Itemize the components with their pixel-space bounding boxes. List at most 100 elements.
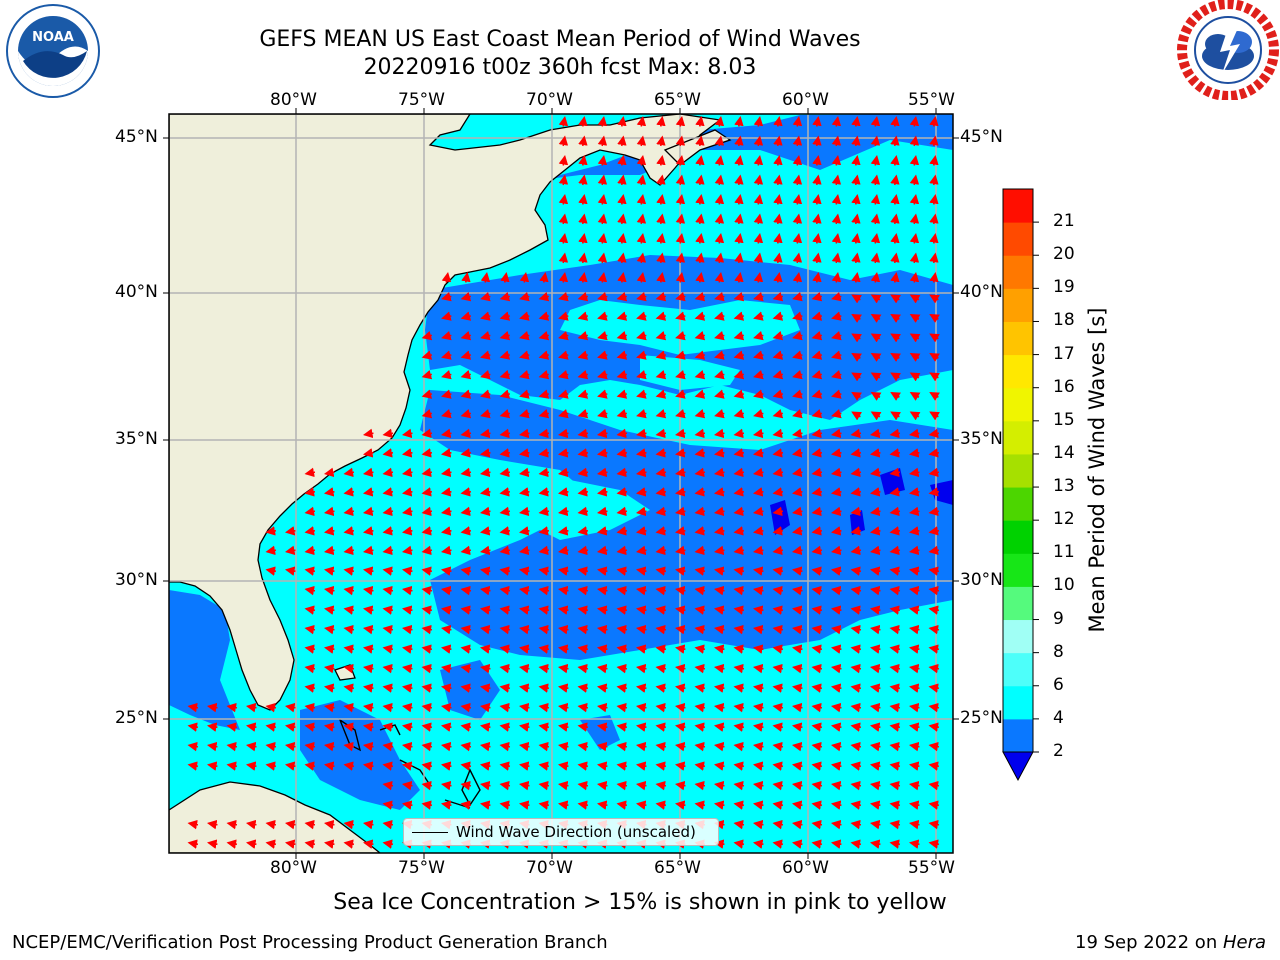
wind-wave-arrow: [752, 780, 764, 791]
colorbar-tick-label: 8: [1053, 641, 1064, 662]
wind-wave-arrow: [929, 313, 940, 323]
wind-wave-arrow: [421, 780, 433, 791]
wind-wave-arrow: [831, 213, 842, 225]
wind-wave-arrow: [597, 369, 608, 380]
wind-wave-arrow: [499, 389, 511, 399]
wind-wave-arrow: [851, 372, 862, 382]
wind-wave-arrow: [713, 644, 725, 654]
wind-wave-arrow: [812, 135, 822, 147]
wind-wave-arrow: [265, 545, 277, 556]
wind-wave-arrow: [830, 683, 842, 693]
wind-wave-arrow: [284, 545, 296, 556]
colorbar-tick-label: 11: [1053, 542, 1075, 563]
wind-wave-arrow: [557, 800, 569, 810]
wind-wave-arrow: [792, 350, 803, 360]
wind-wave-arrow: [597, 174, 608, 186]
wind-wave-arrow: [421, 702, 433, 713]
wind-wave-arrow: [928, 644, 940, 654]
wind-wave-arrow: [538, 644, 550, 654]
wind-wave-arrow: [616, 369, 628, 380]
wind-wave-arrow: [518, 624, 530, 635]
wind-wave-arrow: [323, 702, 335, 713]
wind-wave-arrow: [440, 566, 452, 576]
wind-wave-arrow: [792, 330, 803, 341]
wind-wave-arrow: [889, 839, 901, 849]
lon-label-bottom-80w: 80°W: [270, 858, 317, 878]
wind-wave-arrow: [733, 448, 745, 458]
wind-wave-arrow: [908, 605, 920, 615]
wind-wave-arrow: [695, 115, 705, 127]
wind-wave-arrow: [830, 702, 842, 713]
wind-wave-arrow: [909, 213, 920, 225]
wind-wave-arrow: [479, 506, 491, 517]
wind-wave-arrow: [538, 683, 550, 693]
wind-wave-arrow: [577, 506, 589, 517]
wind-wave-arrow: [596, 605, 608, 615]
wind-wave-arrow: [440, 487, 452, 497]
wind-wave-arrow: [460, 722, 472, 732]
wind-wave-arrow: [597, 232, 608, 244]
wind-wave-arrow: [791, 722, 803, 732]
wind-wave-arrow: [850, 741, 862, 752]
wind-wave-arrow: [753, 330, 764, 341]
wind-wave-arrow: [733, 467, 745, 478]
wind-wave-arrow: [694, 389, 706, 399]
colorbar-tick-label: 20: [1053, 244, 1075, 265]
wind-wave-arrow: [636, 389, 647, 399]
wind-wave-arrow: [323, 722, 335, 732]
wind-wave-arrow: [753, 369, 764, 380]
wind-wave-arrow: [577, 428, 589, 439]
wind-wave-arrow: [460, 761, 472, 771]
wind-wave-arrow: [401, 506, 413, 517]
wind-wave-arrow: [284, 761, 296, 771]
wind-wave-arrow: [830, 780, 842, 791]
wind-wave-arrow: [733, 487, 745, 497]
wind-wave-arrow: [538, 566, 550, 576]
wind-wave-arrow: [830, 526, 842, 536]
wind-wave-arrow: [578, 115, 588, 127]
wind-wave-arrow: [362, 663, 374, 674]
wind-wave-arrow: [577, 369, 589, 380]
wind-wave-arrow: [674, 800, 686, 810]
wind-wave-arrow: [577, 644, 589, 654]
wind-wave-arrow: [851, 174, 861, 186]
wind-wave-arrow: [265, 839, 277, 849]
wind-wave-arrow: [519, 291, 530, 302]
wind-wave-arrow: [596, 741, 608, 752]
colorbar-tick-label: 19: [1053, 277, 1075, 298]
wind-wave-arrow: [674, 741, 686, 752]
lat-label-right-30n: 30°N: [960, 570, 1003, 590]
wind-wave-arrow: [851, 411, 862, 421]
wind-wave-arrow: [773, 271, 783, 283]
lat-label-right-40n: 40°N: [960, 282, 1003, 302]
wind-wave-arrow: [616, 448, 628, 458]
wind-wave-arrow: [733, 605, 745, 615]
wind-wave-arrow: [519, 389, 530, 399]
wind-wave-arrow: [772, 311, 784, 321]
wind-wave-arrow: [714, 291, 725, 302]
wind-wave-arrow: [421, 722, 433, 732]
wind-wave-arrow: [928, 506, 940, 517]
wind-wave-arrow: [830, 644, 842, 654]
wind-wave-arrow: [617, 115, 627, 127]
wind-wave-arrow: [479, 741, 491, 752]
wind-wave-arrow: [499, 683, 511, 693]
wind-wave-arrow: [597, 213, 608, 225]
wind-wave-arrow: [713, 741, 725, 752]
wind-wave-arrow: [890, 391, 901, 401]
wind-wave-arrow: [596, 428, 608, 439]
wind-wave-arrow: [850, 644, 862, 654]
wind-wave-arrow: [441, 330, 452, 341]
wind-wave-arrow: [675, 193, 686, 205]
lon-label-bottom-65w: 65°W: [654, 858, 701, 878]
wind-wave-arrow: [557, 761, 569, 771]
wind-wave-arrow: [714, 350, 725, 360]
lat-label-left-40n: 40°N: [115, 282, 158, 302]
wind-wave-arrow: [890, 411, 901, 421]
wind-wave-arrow: [226, 722, 238, 732]
wind-wave-arrow: [909, 135, 920, 147]
colorbar-tick-label: 10: [1053, 575, 1075, 596]
wind-wave-arrow: [890, 232, 900, 244]
wind-wave-arrow: [850, 819, 862, 830]
colorbar-segment: [1003, 189, 1033, 223]
